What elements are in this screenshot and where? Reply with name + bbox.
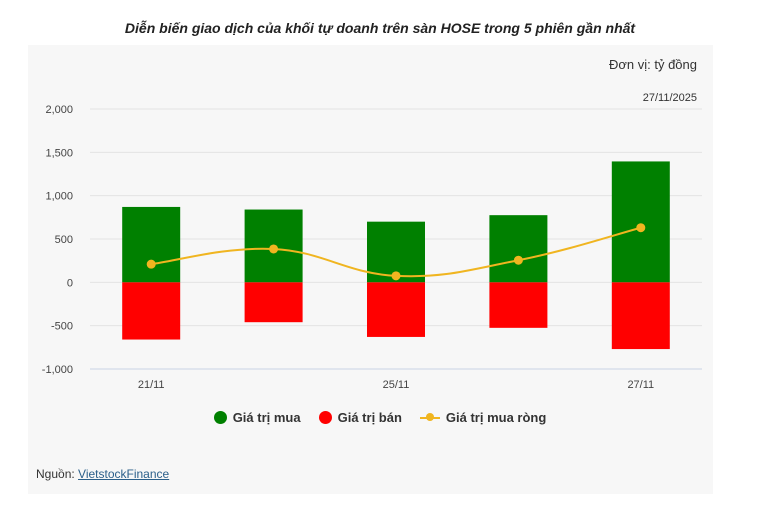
bar-sell: [122, 282, 181, 340]
x-tick-label: 21/11: [138, 379, 165, 391]
net-point: [391, 271, 401, 281]
bar-sell: [611, 282, 670, 350]
y-tick-label: -500: [51, 321, 73, 333]
net-point: [269, 244, 279, 254]
net-point: [146, 259, 156, 269]
source-link[interactable]: VietstockFinance: [78, 467, 170, 481]
legend: Giá trị mua Giá trị bán Giá trị mua ròng: [0, 410, 760, 425]
date-label: 27/11/2025: [643, 92, 697, 104]
source: Nguồn: VietstockFinance: [36, 467, 169, 481]
y-tick-label: 1,000: [45, 191, 73, 203]
x-tick-label: 25/11: [383, 379, 410, 391]
bar-sell: [244, 282, 303, 323]
bar-buy: [611, 161, 670, 283]
bar-buy: [122, 206, 181, 283]
bar-sell: [367, 282, 425, 337]
legend-sell-label: Giá trị bán: [337, 410, 402, 425]
legend-buy-label: Giá trị mua: [232, 410, 301, 425]
chart-title: Diễn biến giao dịch của khối tự doanh tr…: [124, 20, 636, 36]
unit-label: Đơn vị: tỷ đồng: [609, 57, 697, 72]
y-tick-label: -1,000: [42, 364, 73, 376]
legend-item-sell[interactable]: Giá trị bán: [318, 410, 402, 425]
y-tick-label: 1,500: [45, 147, 73, 159]
net-point: [636, 223, 646, 233]
y-tick-label: 0: [67, 277, 73, 289]
legend-net-marker: [419, 411, 440, 424]
legend-net-label: Giá trị mua ròng: [445, 410, 547, 425]
legend-buy-marker: [213, 411, 227, 424]
bar-sell: [489, 282, 548, 328]
legend-item-buy[interactable]: Giá trị mua: [213, 410, 301, 425]
net-point: [513, 255, 523, 265]
source-prefix: Nguồn:: [36, 467, 79, 481]
bar-buy: [489, 215, 548, 283]
x-tick-label: 27/11: [627, 379, 654, 391]
legend-item-net[interactable]: Giá trị mua ròng: [419, 410, 547, 425]
y-tick-label: 500: [55, 234, 73, 246]
legend-sell-marker: [318, 411, 332, 424]
y-tick-label: 2,000: [45, 104, 73, 116]
